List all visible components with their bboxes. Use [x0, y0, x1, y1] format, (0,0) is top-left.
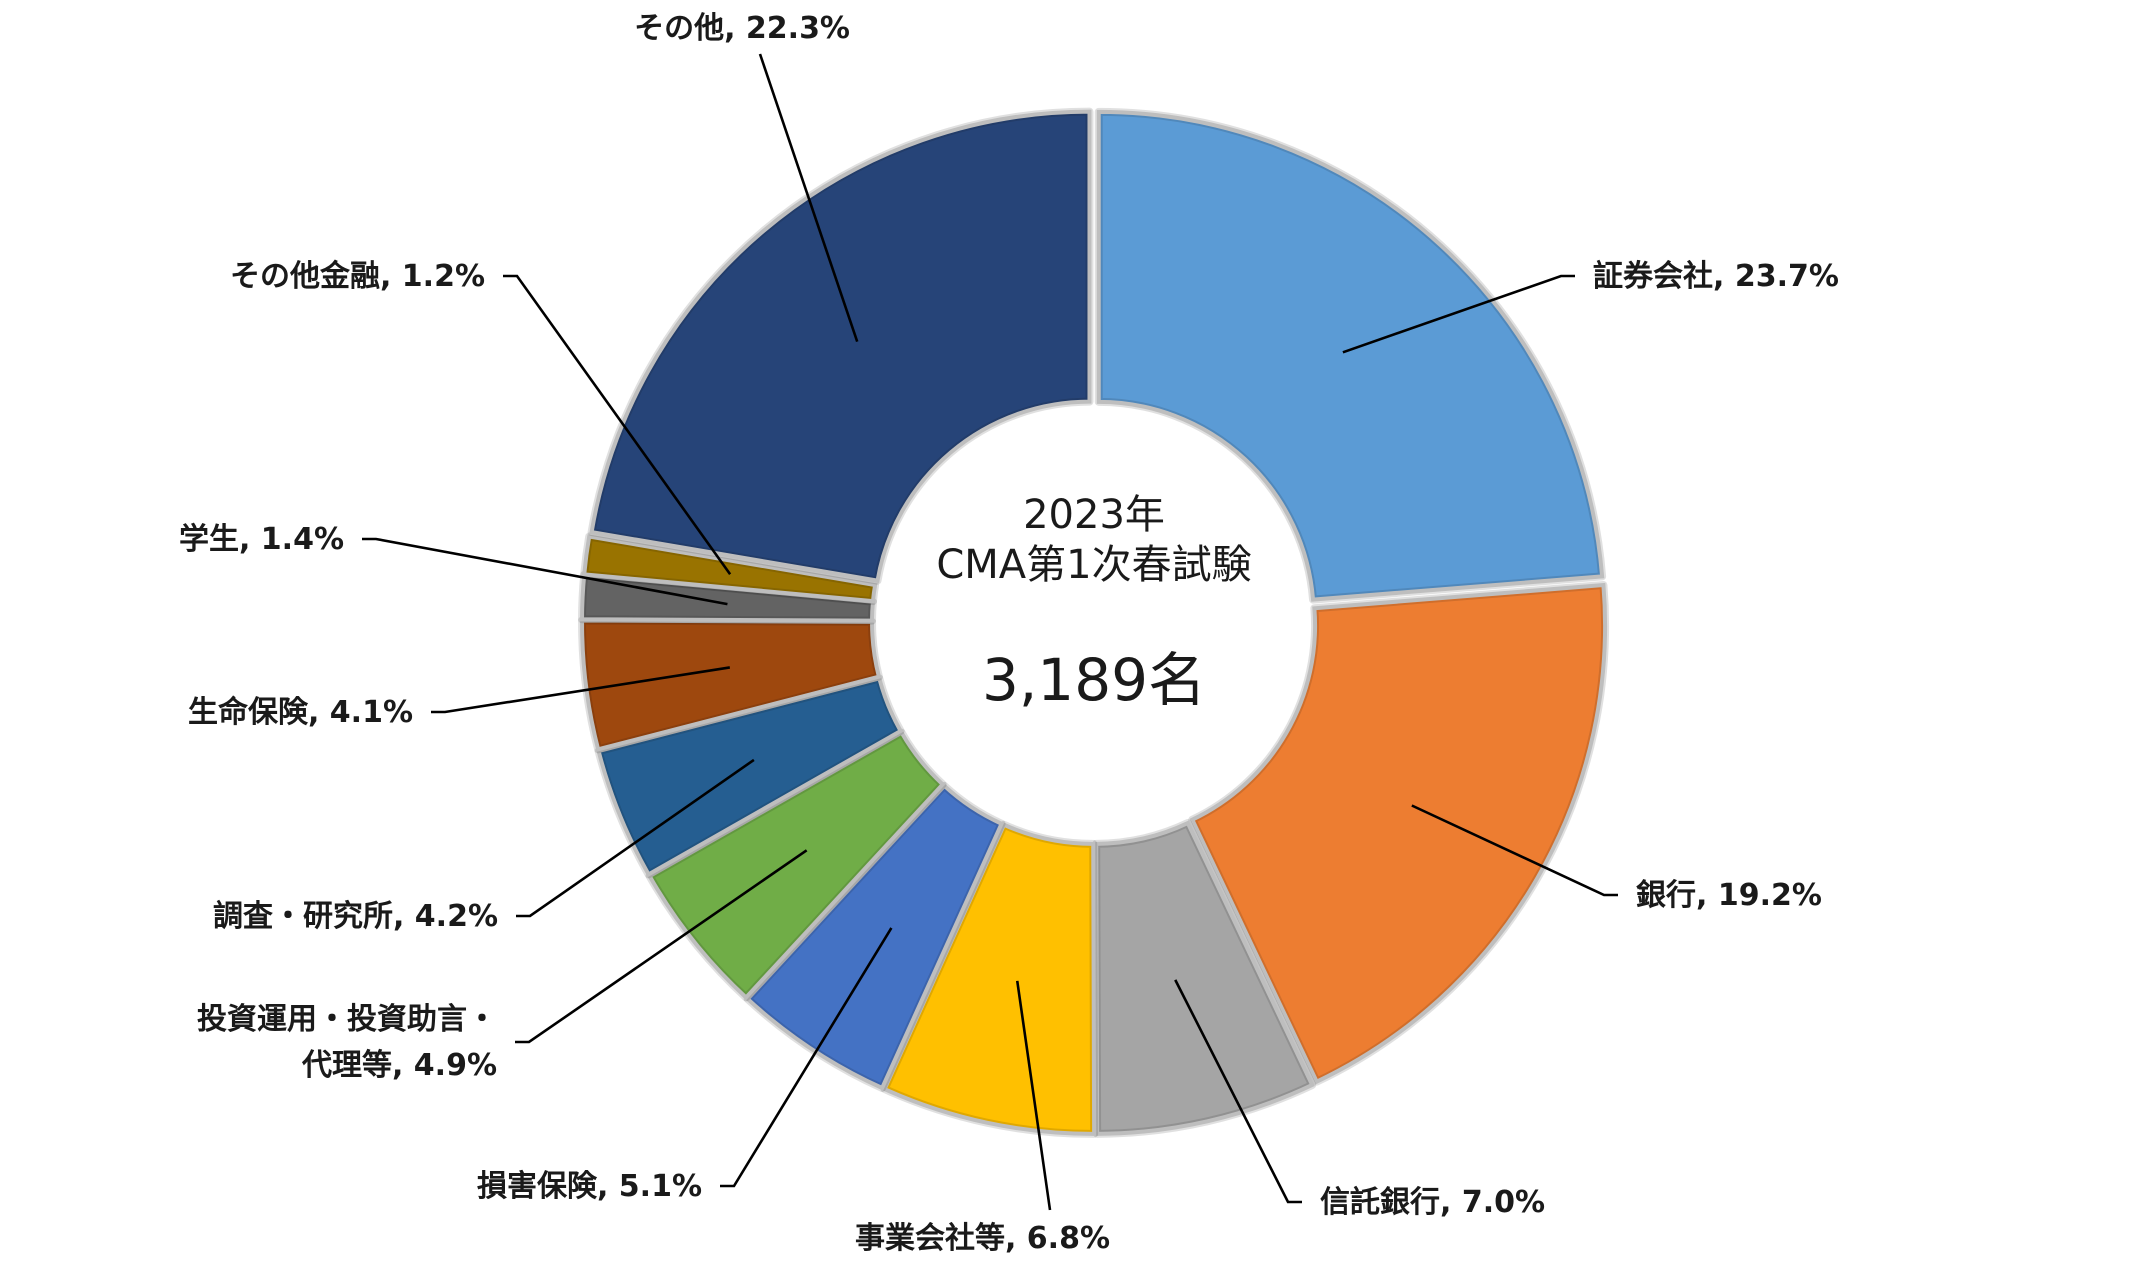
leader-line-6	[515, 849, 808, 1044]
leader-line-2	[1411, 804, 1618, 897]
data-label-11: その他, 22.3%	[634, 11, 850, 46]
data-label-6-line-2: 代理等, 4.9%	[301, 1048, 497, 1083]
data-label-10: その他金融, 1.2%	[230, 259, 485, 294]
data-label-6-line-1: 投資運用・投資助言・	[197, 1002, 497, 1037]
center-total: 3,189名	[982, 646, 1206, 714]
data-label-1: 証券会社, 23.7%	[1593, 259, 1839, 294]
data-label-5: 損害保険, 5.1%	[477, 1169, 702, 1204]
labels-layer: 証券会社, 23.7% 銀行, 19.2% 信託銀行, 7.0% 事業会社等, 6.8…	[179, 11, 1839, 1256]
slice-edge-1	[1094, 107, 1607, 604]
slice-edge-11	[587, 107, 1094, 585]
leader-line-9	[362, 537, 728, 606]
center-label: 2023年 CMA第1次春試験 3,189名	[936, 492, 1251, 714]
leader-line-11	[758, 53, 859, 343]
donut-hole	[883, 411, 1305, 833]
leader-line-4	[1015, 980, 1052, 1211]
data-label-2: 銀行, 19.2%	[1636, 878, 1822, 913]
data-label-4: 事業会社等, 6.8%	[855, 1221, 1110, 1256]
center-title-line1: 2023年	[1023, 492, 1165, 538]
leader-line-7	[516, 758, 755, 918]
leader-line-3	[1174, 979, 1302, 1204]
data-label-8: 生命保険, 4.1%	[188, 695, 413, 730]
data-label-7: 調査・研究所, 4.2%	[213, 899, 498, 934]
leader-line-1	[1342, 274, 1575, 354]
slice-edge-2	[1188, 581, 1610, 1086]
slices-layer	[578, 107, 1610, 1138]
leader-line-8	[431, 666, 731, 714]
data-label-9: 学生, 1.4%	[179, 522, 344, 557]
leader-line-5	[720, 927, 893, 1188]
slice-edge-10	[580, 532, 880, 606]
data-label-6: 投資運用・投資助言・代理等, 4.9%	[197, 1002, 497, 1083]
leader-lines-layer	[362, 53, 1618, 1211]
data-label-3: 信託銀行, 7.0%	[1320, 1185, 1545, 1220]
leader-line-10	[503, 274, 732, 575]
center-title-line2: CMA第1次春試験	[936, 542, 1251, 588]
